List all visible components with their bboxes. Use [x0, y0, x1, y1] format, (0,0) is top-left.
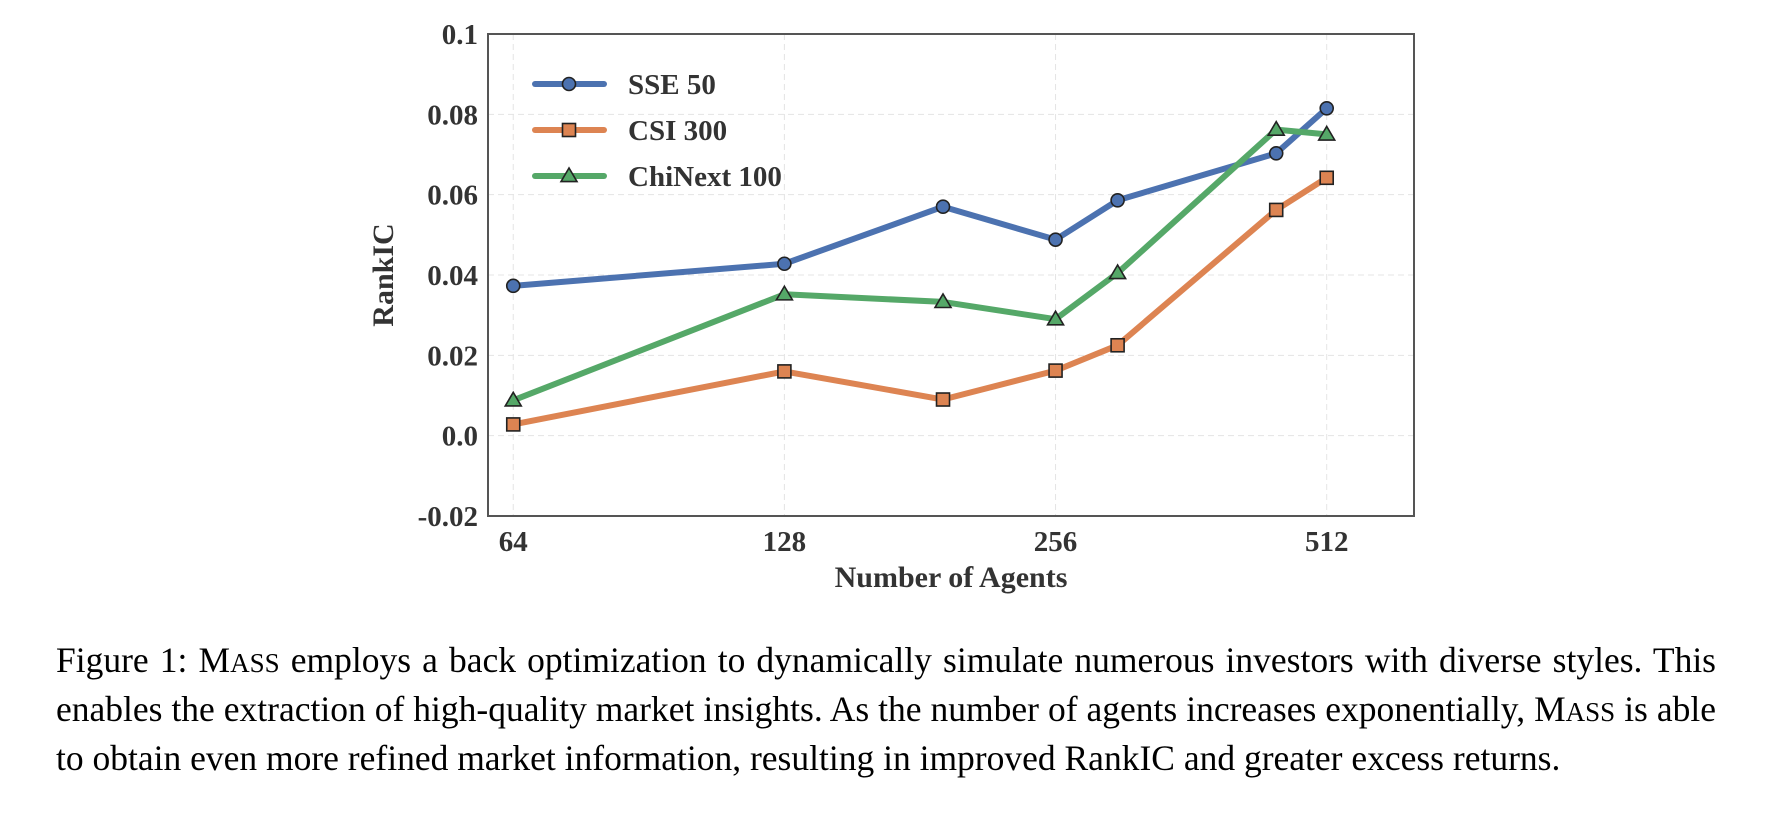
y-tick-labels: -0.02 0.0 0.02 0.04 0.06 0.08 0.1	[418, 19, 478, 533]
series-csi-300	[505, 170, 1335, 432]
data-point-sse-50	[1319, 101, 1335, 116]
y-tick-label: 0.08	[427, 99, 478, 131]
data-point-csi-300	[935, 392, 951, 407]
legend: SSE 50 CSI 300 ChiNext 100	[532, 69, 782, 193]
data-point-sse-50	[1268, 145, 1284, 161]
legend-item-sse-50: SSE 50	[532, 69, 716, 101]
data-point-sse-50	[505, 278, 521, 294]
y-tick-label: -0.02	[418, 501, 478, 533]
data-point-csi-300	[505, 417, 521, 432]
y-tick-label: 0.1	[442, 19, 478, 51]
y-tick-label: 0.06	[427, 180, 478, 212]
legend-item-chinext-100: ChiNext 100	[532, 161, 782, 193]
data-point-chinext-100	[1046, 309, 1065, 326]
data-point-sse-50	[935, 199, 951, 215]
legend-label-sse-50: SSE 50	[628, 69, 716, 101]
data-point-sse-50	[1048, 232, 1063, 247]
data-point-chinext-100	[775, 284, 794, 301]
y-axis-label: RankIC	[367, 223, 400, 326]
legend-label-csi-300: CSI 300	[628, 115, 727, 147]
plot-frame	[487, 33, 1415, 517]
caption-name-initial: M	[198, 640, 231, 680]
data-point-chinext-100	[1108, 263, 1127, 280]
legend-label-chinext-100: ChiNext 100	[628, 161, 782, 193]
caption-name-rest-2: ASS	[1565, 697, 1616, 727]
data-point-csi-300	[1319, 170, 1335, 186]
x-tick-label: 128	[763, 526, 807, 558]
legend-marker-sse-50	[561, 76, 577, 92]
caption-part-1: employs a back optimization to dynamical…	[56, 640, 1716, 729]
caption-prefix: Figure 1:	[56, 640, 199, 680]
caption-name-rest: ASS	[230, 648, 280, 678]
data-point-csi-300	[1268, 202, 1284, 218]
caption-name-initial-2: M	[1534, 689, 1566, 729]
data-point-chinext-100	[1266, 120, 1286, 136]
series-chinext-100	[503, 120, 1337, 407]
data-point-chinext-100	[933, 292, 953, 309]
y-tick-label: 0.04	[427, 260, 478, 292]
data-point-sse-50	[777, 256, 792, 272]
data-point-chinext-100	[1317, 124, 1337, 141]
figure-caption: Figure 1: MASS employs a back optimizati…	[56, 637, 1716, 781]
data-point-csi-300	[1110, 337, 1125, 353]
x-tick-label: 256	[1034, 526, 1078, 558]
legend-item-csi-300: CSI 300	[532, 115, 727, 147]
line-chart: -0.020.00.020.040.060.080.1 64 128 256 512 …	[367, 19, 1415, 594]
x-axis-label: Number of Agents	[835, 561, 1068, 594]
y-tick-label: 0.0	[442, 421, 478, 453]
series-layer	[503, 101, 1337, 432]
caption-part-2: is able to obtain even more refined mark…	[56, 689, 1716, 778]
x-tick-label: 64	[499, 526, 528, 558]
x-tick-labels: 64 128 256 512	[499, 526, 1349, 558]
series-sse-50	[505, 101, 1335, 294]
legend-marker-csi-300	[561, 122, 577, 138]
legend-marker-chinext-100	[559, 166, 579, 183]
data-point-chinext-100	[503, 390, 523, 407]
data-point-csi-300	[1048, 363, 1063, 378]
x-tick-label: 512	[1305, 526, 1349, 558]
data-point-csi-300	[777, 364, 792, 379]
data-point-sse-50	[1110, 192, 1125, 208]
y-tick-label: 0.02	[427, 340, 478, 372]
